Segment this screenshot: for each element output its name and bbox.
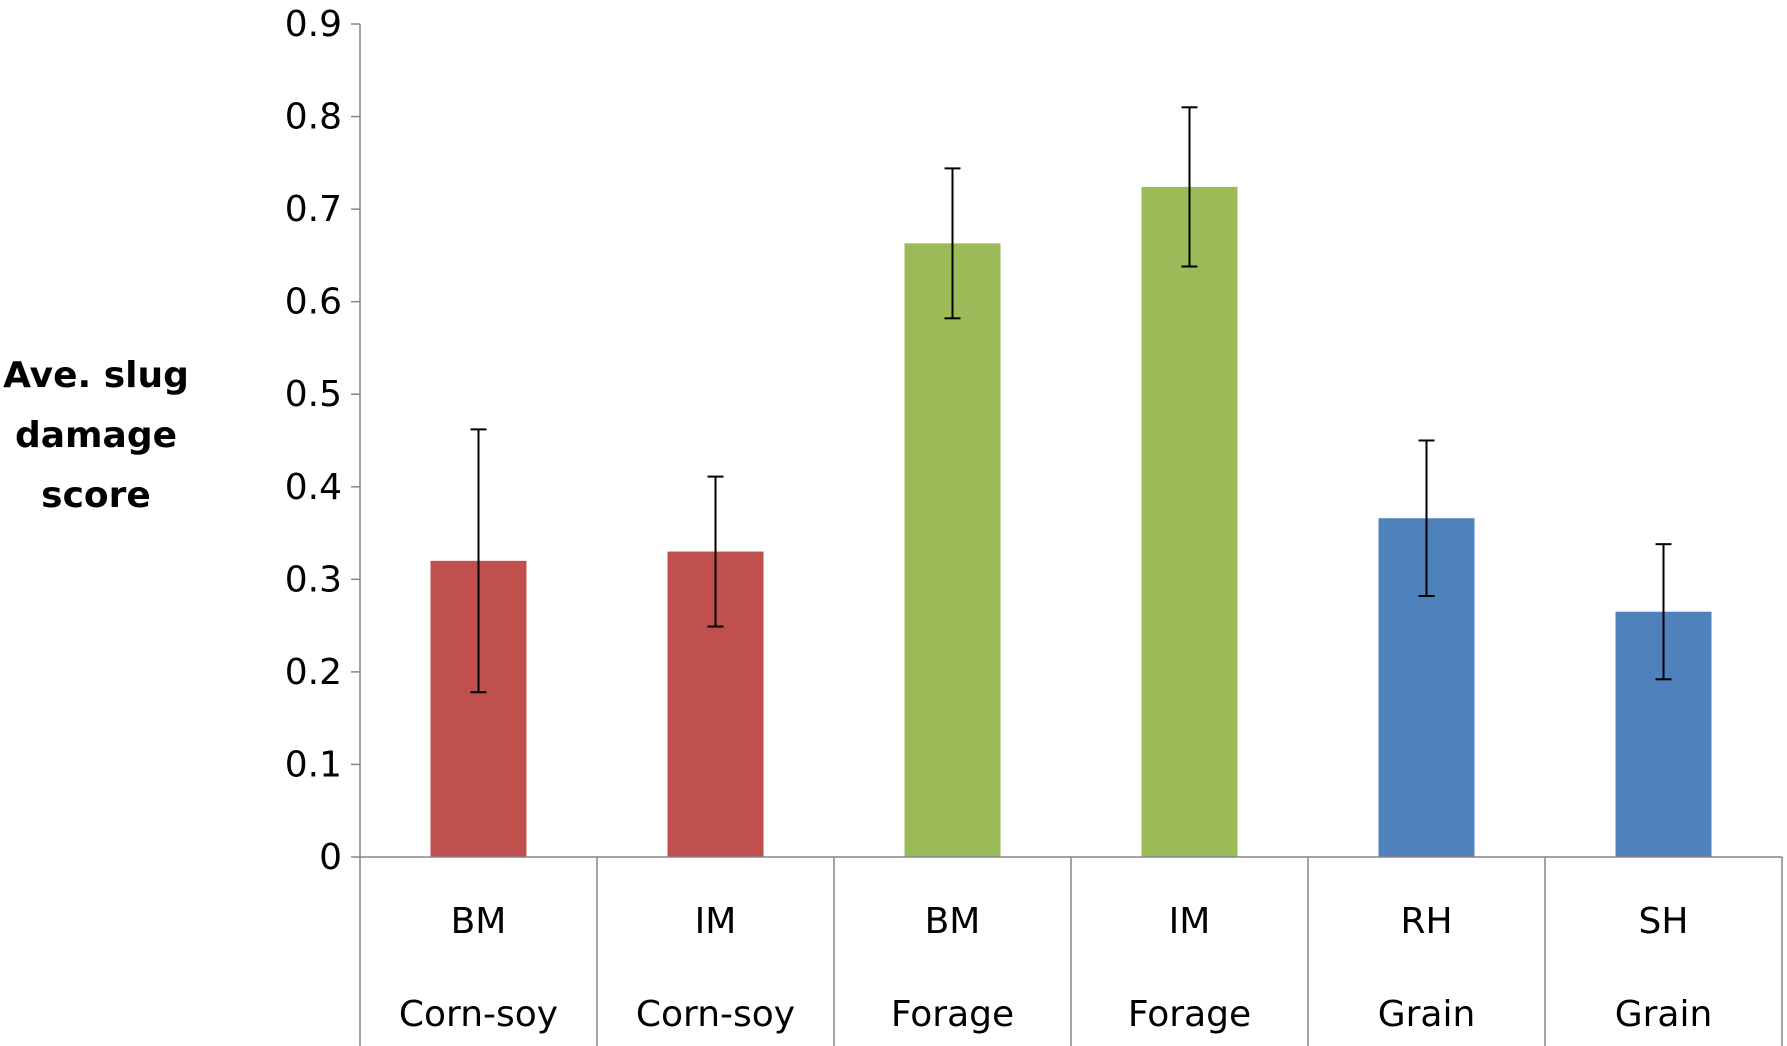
y-axis-label-line: Ave. slug xyxy=(3,355,189,396)
category-label-line1: BM xyxy=(451,901,507,942)
y-tick-label: 0.4 xyxy=(285,467,342,508)
category-label-line2: Forage xyxy=(891,994,1014,1035)
y-tick-label: 0.7 xyxy=(285,189,342,230)
category-label-line2: Forage xyxy=(1128,994,1251,1035)
bar xyxy=(1141,186,1238,858)
y-axis-label-line: damage xyxy=(15,415,177,456)
category-label-line1: SH xyxy=(1639,901,1689,942)
y-axis-ticks: 0 0.1 0.2 0.3 0.4 0.5 0.6 0.7 0.8 0.9 xyxy=(285,4,360,878)
category-label-line2: Grain xyxy=(1615,994,1713,1035)
axes-group xyxy=(359,24,1783,1046)
category-label-line1: RH xyxy=(1400,901,1452,942)
y-tick-label: 0.6 xyxy=(285,282,342,323)
y-tick-label: 0.3 xyxy=(285,559,342,600)
y-axis-label: Ave. slug damage score xyxy=(3,355,189,516)
y-tick-label: 0.1 xyxy=(285,744,342,785)
category-label-line2: Grain xyxy=(1378,994,1476,1035)
category-label-line1: IM xyxy=(695,901,737,942)
y-tick-label: 0.2 xyxy=(285,652,342,693)
y-tick-label: 0.8 xyxy=(285,97,342,138)
category-label-line1: BM xyxy=(925,901,981,942)
bar xyxy=(904,243,1001,857)
category-label-line2: Corn-soy xyxy=(399,994,558,1035)
error-bars-group xyxy=(470,106,1672,694)
y-tick-label: 0.9 xyxy=(285,4,342,45)
y-axis-label-line: score xyxy=(41,475,151,516)
bars-group xyxy=(430,186,1712,858)
category-labels: BM Corn-soy IM Corn-soy BM Forage IM Forage RH Gr… xyxy=(399,901,1712,1035)
category-label-line1: IM xyxy=(1169,901,1211,942)
y-tick-label: 0 xyxy=(319,837,342,878)
category-label-line2: Corn-soy xyxy=(636,994,795,1035)
y-tick-label: 0.5 xyxy=(285,374,342,415)
